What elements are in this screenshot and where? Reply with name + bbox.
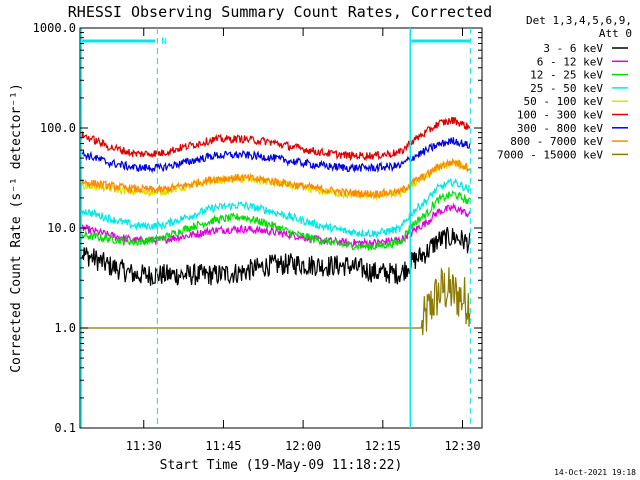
x-tick-label: 12:30 bbox=[444, 439, 480, 453]
legend-label: 800 - 7000 keV bbox=[510, 135, 603, 148]
y-axis: 1000.0 100.0 10.0 1.0 0.1 bbox=[33, 21, 482, 435]
legend-label: 50 - 100 keV bbox=[524, 95, 604, 108]
legend-label: 7000 - 15000 keV bbox=[497, 148, 603, 161]
y-axis-label: Corrected Count Rate (s⁻¹ detector⁻¹) bbox=[9, 83, 24, 373]
series-line bbox=[81, 158, 471, 199]
plot-area: N bbox=[79, 27, 483, 429]
series-line bbox=[81, 116, 471, 162]
y-tick-label: 10.0 bbox=[47, 221, 76, 235]
legend-label: 3 - 6 keV bbox=[543, 42, 603, 55]
x-tick-label: 11:30 bbox=[126, 439, 162, 453]
series-line bbox=[81, 137, 471, 174]
y-tick-label: 100.0 bbox=[40, 121, 76, 135]
legend-label: 25 - 50 keV bbox=[530, 82, 603, 95]
night-label: N bbox=[161, 37, 166, 47]
legend-label: 12 - 25 keV bbox=[530, 69, 603, 82]
x-axis-label: Start Time (19-May-09 11:18:22) bbox=[160, 458, 403, 473]
series-line bbox=[81, 227, 471, 286]
series-line bbox=[81, 177, 471, 239]
legend-header-line-2: Att 0 bbox=[599, 27, 632, 40]
y-tick-label: 0.1 bbox=[54, 421, 76, 435]
series-line bbox=[82, 267, 471, 336]
legend-label: 300 - 800 keV bbox=[517, 122, 603, 135]
legend-header-line-1: Det 1,3,4,5,6,9, bbox=[526, 14, 632, 27]
x-tick-label: 12:15 bbox=[365, 439, 401, 453]
series-line bbox=[81, 190, 471, 251]
legend-label: 100 - 300 keV bbox=[517, 109, 603, 122]
night-markers: N bbox=[80, 28, 471, 428]
x-tick-label: 12:00 bbox=[285, 439, 321, 453]
legend-label: 6 - 12 keV bbox=[537, 55, 604, 68]
footer-timestamp: 14-Oct-2021 19:18 bbox=[554, 468, 636, 477]
x-axis: 11:30 11:45 12:00 12:15 12:30 bbox=[126, 28, 481, 453]
y-tick-label: 1.0 bbox=[54, 321, 76, 335]
y-tick-label: 1000.0 bbox=[33, 21, 76, 35]
series-layer bbox=[81, 116, 471, 336]
x-tick-label: 11:45 bbox=[205, 439, 241, 453]
chart-title: RHESSI Observing Summary Count Rates, Co… bbox=[68, 3, 492, 21]
